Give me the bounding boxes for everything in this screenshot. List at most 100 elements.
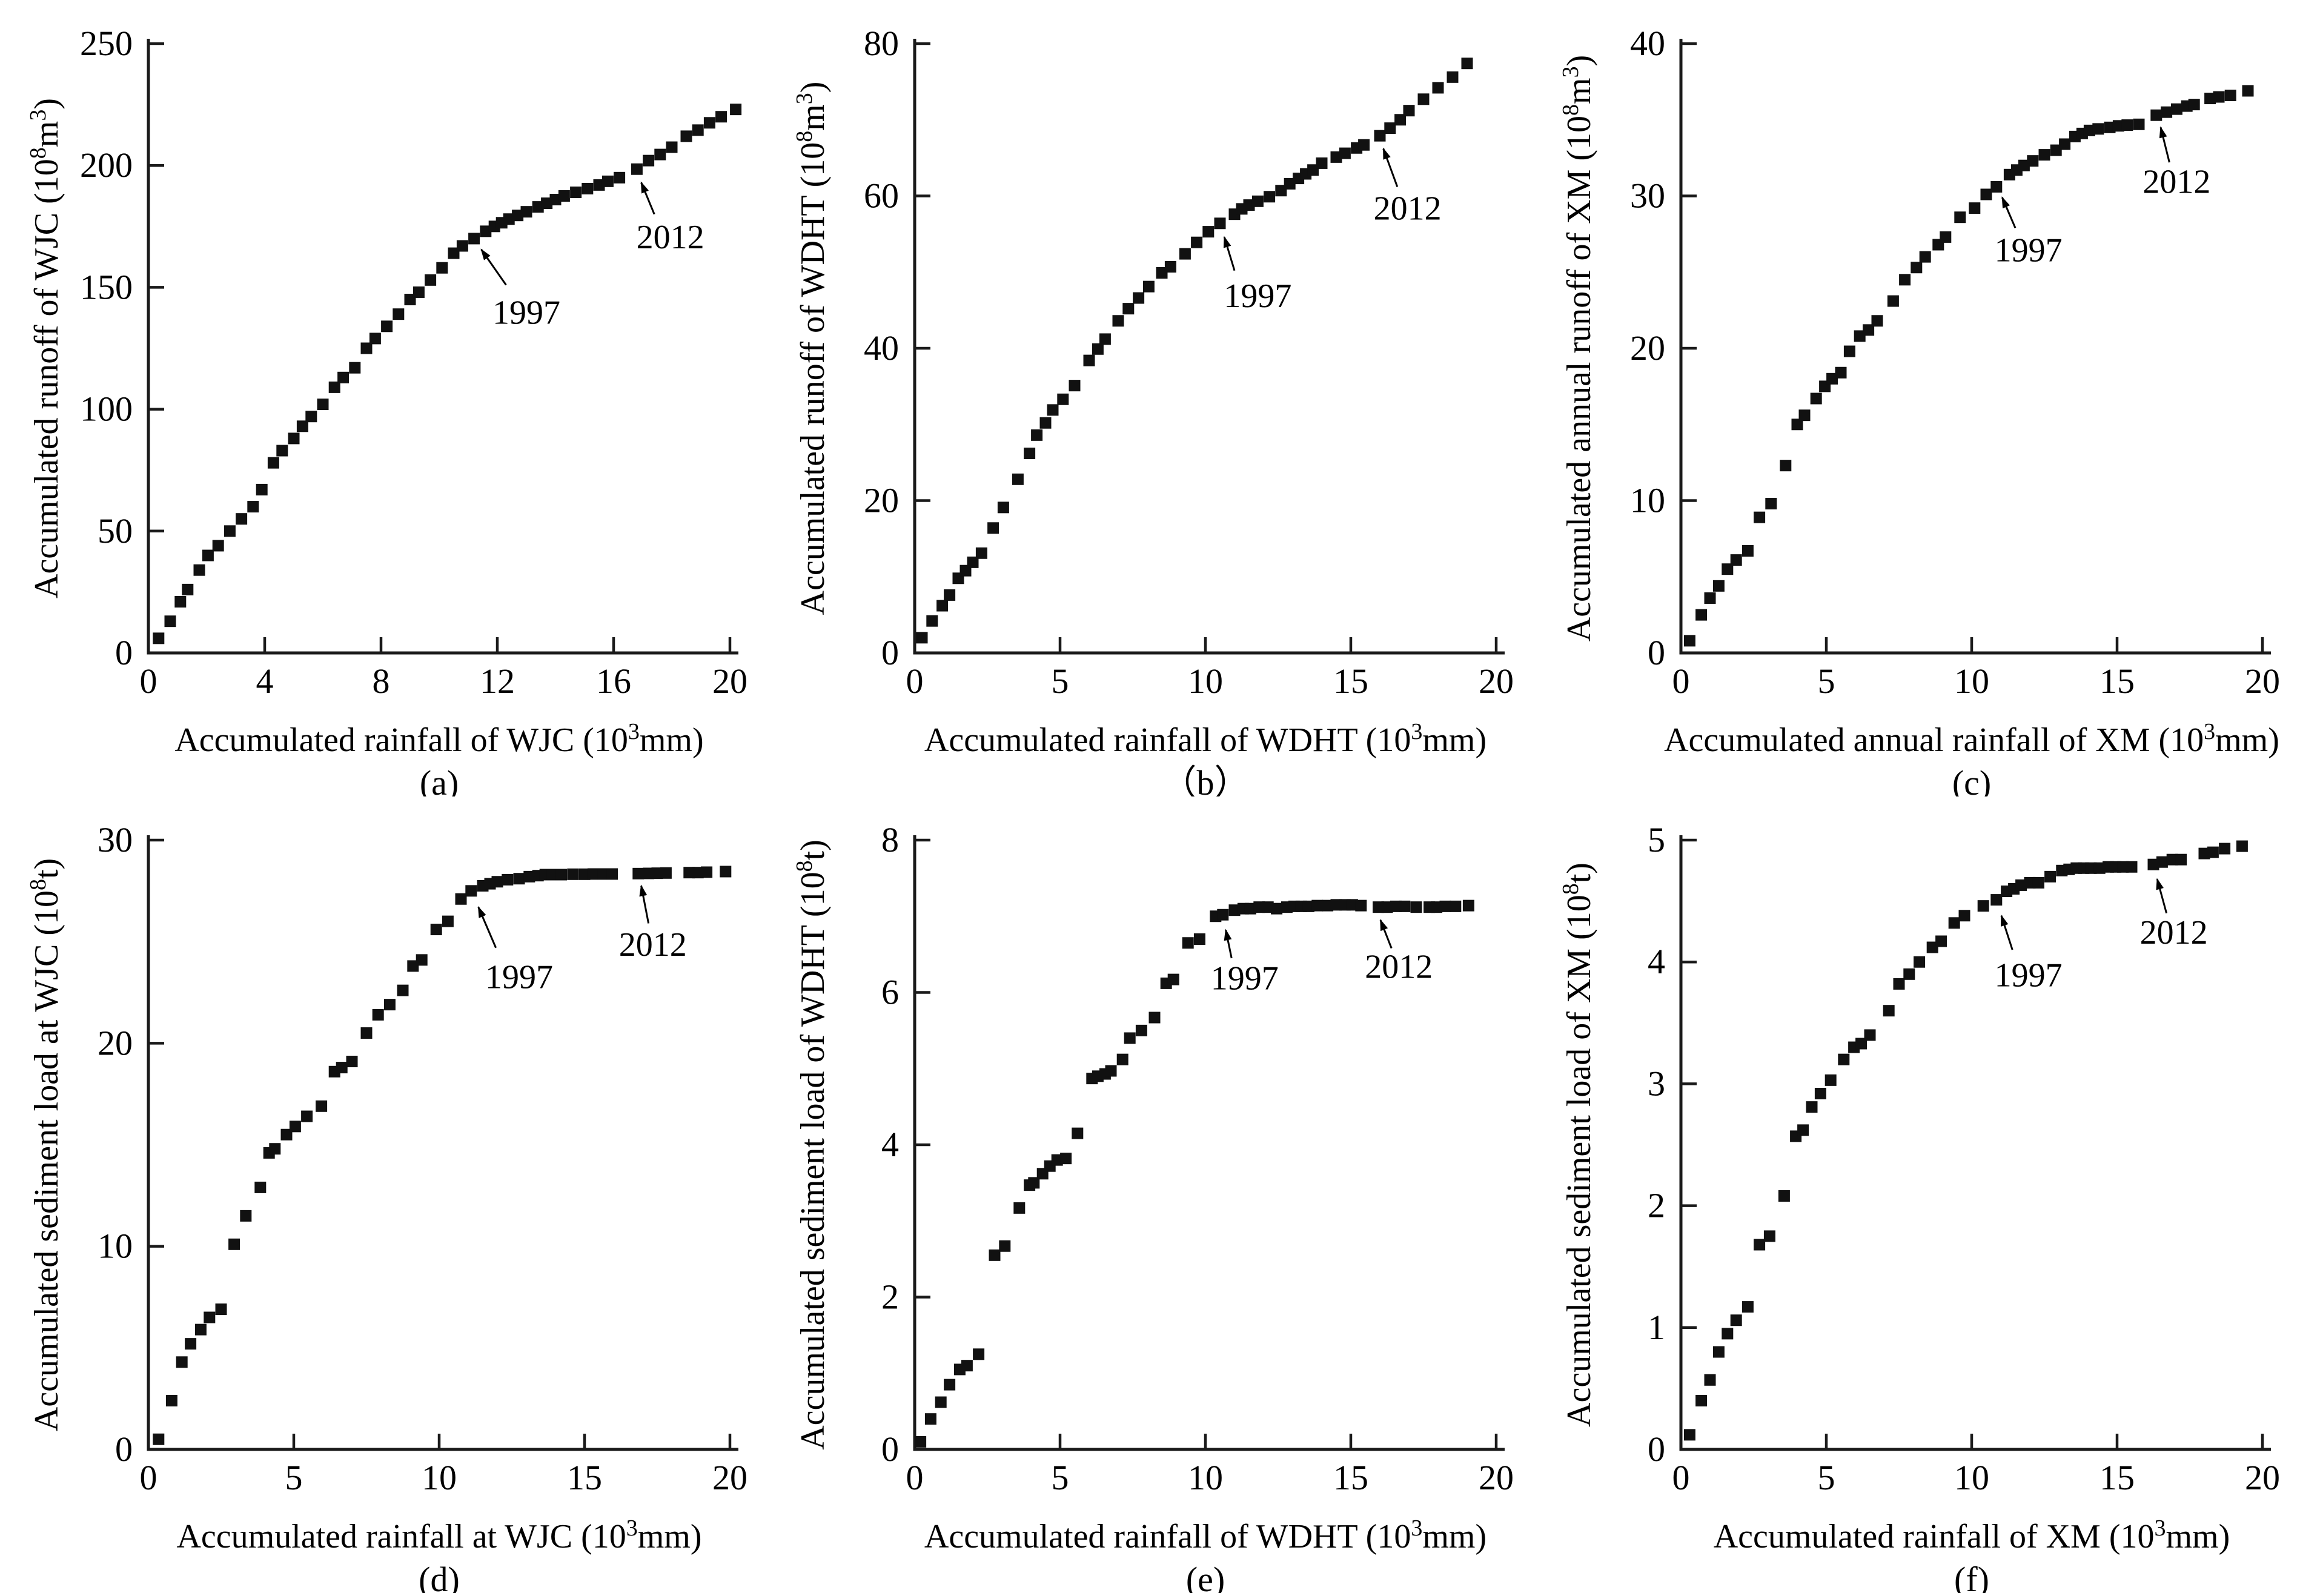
data-point xyxy=(212,540,224,552)
data-point xyxy=(228,1238,240,1250)
chart-panel-e: 0 5 10 15 20 0 2 4 6 8 1997 2012 Accumulated rainfal… xyxy=(792,820,1514,1596)
data-point xyxy=(1871,315,1883,327)
annotation-label-2012: 2012 xyxy=(1365,948,1433,985)
x-tick-label: 20 xyxy=(712,1458,747,1497)
data-point xyxy=(182,583,194,595)
data-point xyxy=(296,420,308,432)
data-point xyxy=(1167,973,1179,985)
data-point xyxy=(2150,109,2162,121)
data-point xyxy=(1431,901,1443,913)
data-point xyxy=(1264,191,1276,203)
data-point xyxy=(1182,937,1194,949)
data-point xyxy=(204,1311,216,1323)
data-point xyxy=(582,182,594,194)
x-tick-label: 15 xyxy=(2099,1458,2135,1497)
data-point xyxy=(1824,1074,1837,1086)
data-point xyxy=(549,194,562,206)
y-axis-title: Accumulated sediment load of XM (108t) xyxy=(1558,863,1598,1427)
data-point xyxy=(465,885,477,897)
data-point xyxy=(2188,99,2200,111)
y-tick-label: 8 xyxy=(881,820,899,859)
data-point xyxy=(1355,899,1367,912)
data-point xyxy=(1826,373,1838,385)
data-point xyxy=(2104,121,2116,133)
annotation-label-2012: 2012 xyxy=(619,926,687,964)
data-point xyxy=(1940,231,1952,243)
data-point xyxy=(546,869,558,881)
data-point xyxy=(1903,968,1915,980)
chart-panel-b: 0 5 10 15 20 0 20 40 60 80 1997 2012 Accumulated rai… xyxy=(792,24,1514,803)
y-tick-label: 100 xyxy=(80,389,133,429)
data-point xyxy=(1057,393,1069,405)
data-point xyxy=(2117,861,2129,873)
data-point xyxy=(1302,900,1314,912)
data-point xyxy=(532,201,544,213)
data-point xyxy=(1742,545,1754,557)
data-point xyxy=(614,171,626,184)
data-point xyxy=(944,1379,956,1391)
y-tick-label: 30 xyxy=(1630,176,1665,216)
data-point xyxy=(1810,392,1822,405)
data-point xyxy=(1069,380,1081,392)
annotation-label-2012: 2012 xyxy=(1374,190,1442,227)
data-point xyxy=(194,1323,207,1336)
data-point xyxy=(730,104,742,116)
data-point xyxy=(523,870,535,882)
data-point xyxy=(961,1360,973,1372)
data-point xyxy=(1262,901,1274,913)
annotation-arrow-1997 xyxy=(1223,236,1236,271)
annotation-label-2012: 2012 xyxy=(637,219,704,256)
chart-panel-d: 0 5 10 15 20 0 10 20 30 1997 2012 Accumulated rainf… xyxy=(25,820,747,1596)
data-point xyxy=(2027,155,2039,167)
annotation-label-2012: 2012 xyxy=(2143,163,2210,200)
x-tick-label: 0 xyxy=(1672,1458,1690,1497)
data-point xyxy=(1339,147,1351,159)
data-point xyxy=(680,130,692,142)
y-tick-label: 0 xyxy=(1648,633,1665,672)
data-point xyxy=(349,362,361,374)
data-point xyxy=(381,320,393,333)
data-point xyxy=(280,1128,293,1141)
data-point xyxy=(555,869,568,881)
annotation-arrow-2012 xyxy=(1379,919,1393,949)
data-point xyxy=(512,210,524,222)
data-point xyxy=(1251,195,1264,207)
y-tick-label: 20 xyxy=(98,1023,133,1062)
data-point xyxy=(397,984,409,996)
x-tick-label: 20 xyxy=(2245,1458,2280,1497)
x-tick-label: 10 xyxy=(1188,1458,1223,1497)
y-tick-label: 150 xyxy=(80,267,133,306)
data-point xyxy=(2175,853,2187,866)
data-point xyxy=(174,595,187,608)
data-point xyxy=(1980,188,1992,200)
x-axis-title: Accumulated rainfall of WDHT (103mm) xyxy=(924,719,1486,759)
annotation-arrow-1997 xyxy=(2000,914,2013,950)
y-tick-label: 250 xyxy=(80,24,133,63)
annotation-label-1997: 1997 xyxy=(1211,959,1279,997)
annotation-label-1997: 1997 xyxy=(1995,956,2063,994)
data-point xyxy=(1695,609,1708,621)
y-tick-label: 3 xyxy=(1648,1064,1665,1103)
data-point xyxy=(2121,119,2133,131)
data-point xyxy=(448,247,460,259)
data-point xyxy=(254,1181,267,1193)
data-point xyxy=(567,868,579,880)
x-axis-title: Accumulated annual rainfall of XM (103mm… xyxy=(1664,719,2279,759)
data-point xyxy=(2147,858,2159,870)
data-point xyxy=(541,197,553,210)
y-tick-label: 20 xyxy=(864,481,899,520)
data-point xyxy=(425,274,437,286)
data-point xyxy=(317,399,329,411)
data-point xyxy=(1417,93,1430,105)
x-tick-label: 5 xyxy=(1818,1458,1835,1497)
data-point xyxy=(1012,473,1024,485)
data-point xyxy=(936,600,949,612)
data-point xyxy=(1899,274,1911,286)
x-tick-label: 16 xyxy=(596,661,631,701)
data-point xyxy=(1798,409,1811,422)
panel-cell-c: 0 5 10 15 20 0 10 20 30 40 1997 2012 Accumulated ann… xyxy=(1533,0,2299,803)
data-point xyxy=(1024,448,1036,460)
x-tick-label: 10 xyxy=(1188,661,1223,701)
data-point xyxy=(165,1395,177,1407)
data-point xyxy=(632,867,645,879)
